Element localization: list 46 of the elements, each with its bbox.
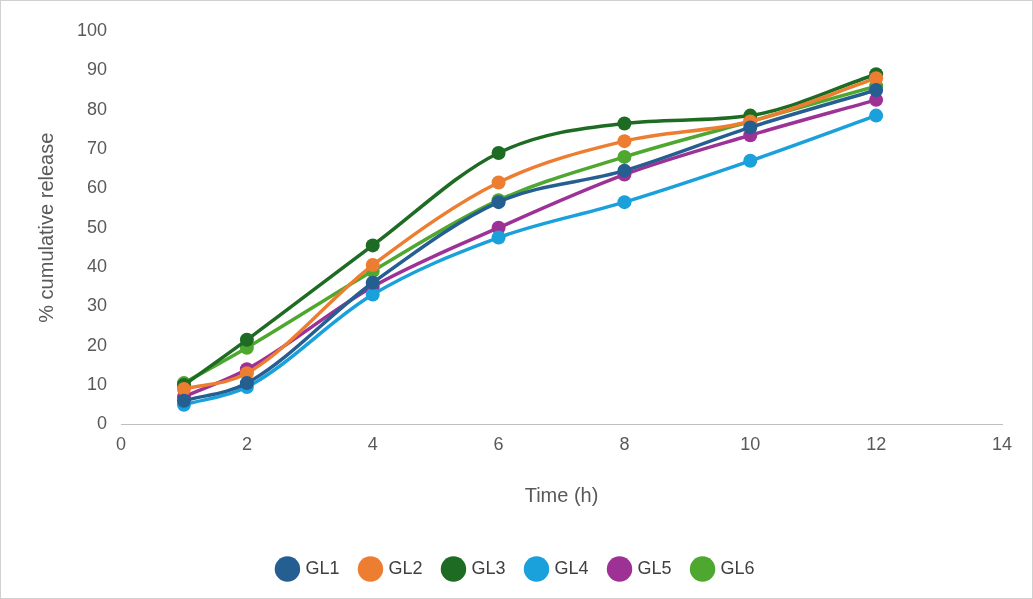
x-tick-label: 8 [619, 434, 630, 455]
x-tick-label: 10 [740, 434, 761, 455]
y-tick-label: 90 [87, 59, 108, 80]
legend-label: GL2 [388, 557, 423, 578]
legend-label: GL4 [554, 557, 589, 578]
point [365, 287, 380, 302]
point [869, 83, 884, 98]
y-tick-label: 80 [87, 98, 108, 119]
point [491, 175, 506, 190]
point [239, 376, 254, 391]
point [365, 275, 380, 290]
legend-label: GL6 [720, 557, 755, 578]
y-tick-label: 70 [87, 137, 108, 158]
point [617, 116, 632, 131]
y-tick-label: 20 [87, 334, 108, 355]
x-tick-label: 14 [991, 434, 1013, 455]
x-axis-title: Time (h) [524, 483, 599, 506]
point [743, 153, 758, 168]
y-tick-label: 60 [87, 177, 108, 198]
legend-label: GL3 [471, 557, 506, 578]
legend-label: GL5 [637, 557, 672, 578]
point [365, 258, 380, 273]
point [617, 195, 632, 210]
y-tick-label: 30 [87, 295, 108, 316]
point [617, 163, 632, 178]
point [743, 120, 758, 135]
x-tick-label: 4 [367, 434, 378, 455]
x-tick-label: 12 [866, 434, 887, 455]
legend-label: GL1 [305, 557, 340, 578]
y-tick-label: 100 [76, 19, 108, 40]
point [491, 145, 506, 160]
y-tick-label: 0 [97, 413, 108, 434]
point [491, 230, 506, 245]
x-tick-label: 2 [241, 434, 252, 455]
y-tick-label: 10 [87, 374, 108, 395]
x-tick-label: 0 [116, 434, 127, 455]
point [617, 149, 632, 164]
point [869, 71, 884, 86]
point [617, 134, 632, 149]
y-tick-label: 50 [87, 216, 108, 237]
point [239, 332, 254, 347]
point [365, 238, 380, 253]
point [869, 108, 884, 123]
x-tick-label: 6 [493, 434, 504, 455]
y-tick-label: 40 [87, 256, 108, 277]
y-axis-title: % cumulative release [34, 132, 57, 323]
